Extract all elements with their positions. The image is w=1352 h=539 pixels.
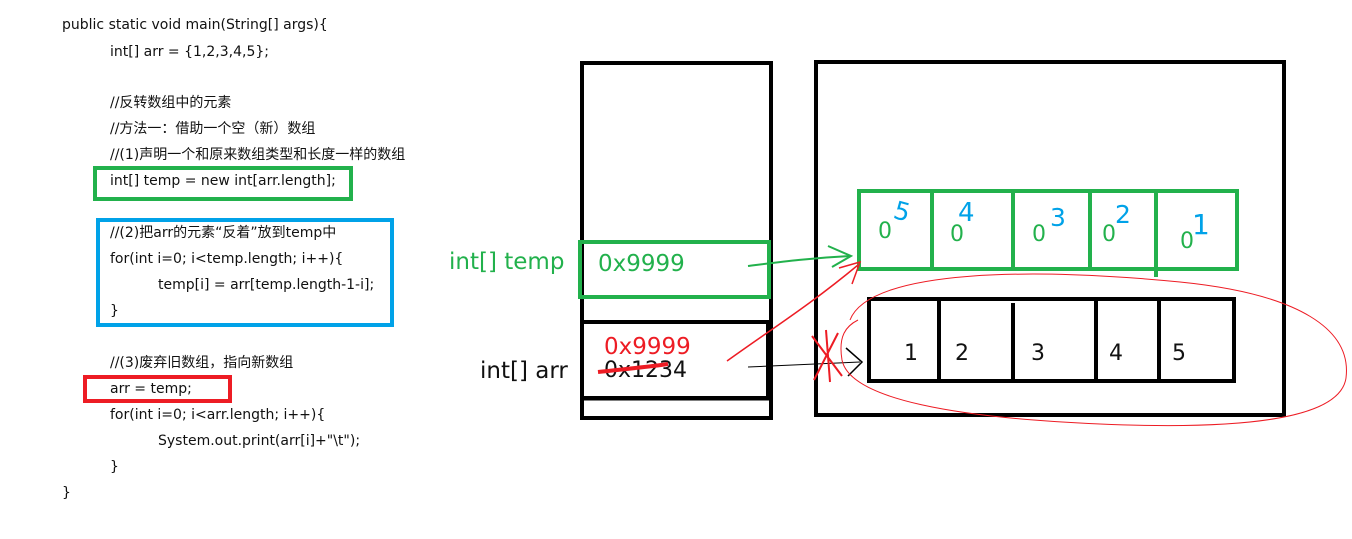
code-line-close-main: } [62, 485, 71, 501]
code-line-for-temp: for(int i=0; i<temp.length; i++){ [110, 251, 344, 267]
code-line-for-arr: for(int i=0; i<arr.length; i++){ [110, 407, 326, 423]
code-comment-reverse: //反转数组中的元素 [110, 95, 232, 111]
new-array [857, 189, 1239, 271]
old-array-divider [1094, 297, 1098, 383]
old-array-divider [1011, 303, 1015, 383]
new-array-divider [930, 189, 934, 271]
stack-slot-temp [578, 240, 771, 299]
arrow-head-arr [838, 260, 862, 285]
old-array-cell-2: 3 [1031, 341, 1045, 366]
code-line-arr-declaration: int[] arr = {1,2,3,4,5}; [110, 44, 269, 60]
new-array-cell-2-written: 3 [1050, 203, 1066, 232]
temp-address-value: 0x9999 [598, 251, 685, 277]
garbage-circle [840, 273, 1347, 427]
code-line-arr-assign: arr = temp; [110, 381, 192, 397]
new-array-cell-1-written: 4 [958, 198, 975, 228]
code-line-temp-declaration: int[] temp = new int[arr.length]; [110, 173, 336, 189]
new-array-cell-4-zero: 0 [1180, 229, 1194, 254]
code-line-close-for-2: } [110, 459, 119, 475]
cross-out-old-reference [811, 329, 843, 383]
new-array-cell-2-zero: 0 [1032, 222, 1046, 247]
old-array-cell-4: 5 [1172, 341, 1186, 366]
old-array-cell-3: 4 [1109, 341, 1123, 366]
highlight-reverse-loop [96, 218, 394, 327]
old-array [867, 297, 1236, 383]
label-arr-variable: int[] arr [480, 358, 568, 384]
arrow-temp-to-new-array [747, 255, 851, 267]
new-array-cell-3-zero: 0 [1102, 222, 1116, 247]
code-comment-step-1: //(1)声明一个和原来数组类型和长度一样的数组 [110, 147, 406, 163]
new-array-divider [1154, 189, 1158, 277]
label-temp-variable: int[] temp [449, 249, 565, 275]
code-comment-step-2: //(2)把arr的元素“反着”放到temp中 [110, 225, 337, 241]
old-array-divider [937, 297, 941, 383]
heap-memory [814, 60, 1286, 417]
arrow-head-old [845, 347, 864, 377]
code-line-print: System.out.print(arr[i]+"\t"); [158, 433, 361, 449]
code-line-main-signature: public static void main(String[] args){ [62, 17, 328, 33]
new-array-cell-0-zero: 0 [878, 219, 892, 244]
new-array-cell-4-written: 1 [1192, 208, 1210, 241]
old-array-cell-0: 1 [904, 341, 918, 366]
old-array-divider [1157, 297, 1161, 383]
new-array-cell-1-zero: 0 [950, 222, 964, 247]
arrow-arr-to-old-array [747, 361, 861, 368]
highlight-arr-assign [83, 375, 232, 403]
arrow-head-temp [827, 245, 854, 268]
stack-slot-arr [580, 320, 770, 400]
old-array-cell-1: 2 [955, 341, 969, 366]
arrow-arr-to-new-array [726, 264, 859, 362]
highlight-temp-declaration [93, 166, 353, 201]
new-array-divider [1011, 189, 1015, 271]
code-comment-method-one: //方法一：借助一个空（新）数组 [110, 121, 316, 137]
code-comment-step-3: //(3)废弃旧数组，指向新数组 [110, 355, 294, 371]
strike-old-address [597, 362, 669, 374]
code-line-assign-temp: temp[i] = arr[temp.length-1-i]; [158, 277, 375, 293]
new-array-cell-3-written: 2 [1115, 200, 1131, 229]
code-line-close-for-1: } [110, 303, 119, 319]
arr-new-address-value: 0x9999 [604, 334, 691, 360]
new-array-divider [1088, 189, 1092, 271]
code-listing: public static void main(String[] args){ … [0, 0, 405, 501]
